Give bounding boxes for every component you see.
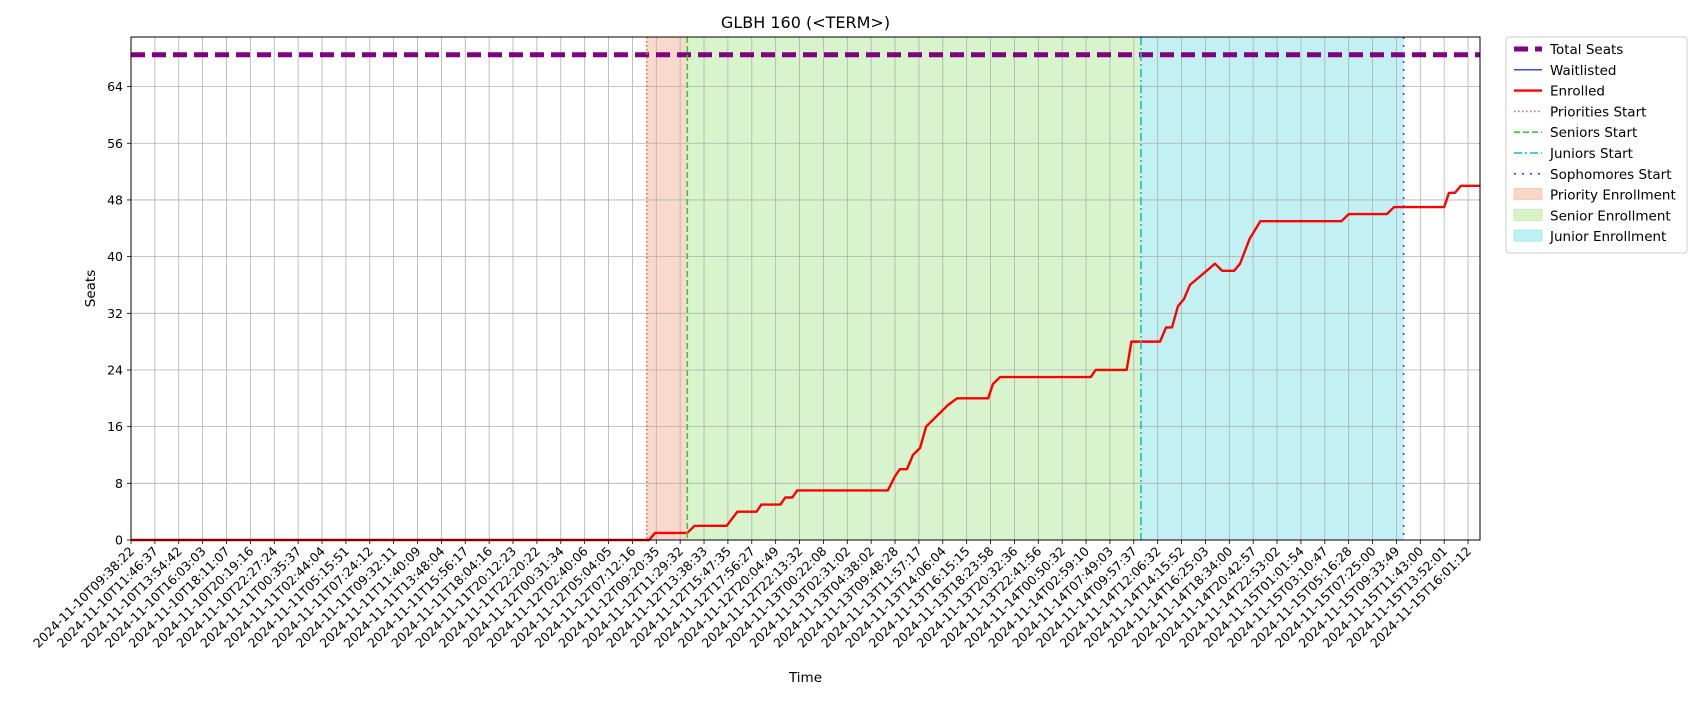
legend-label-total-seats: Total Seats (1549, 42, 1623, 58)
legend-label-priorities-start: Priorities Start (1550, 104, 1646, 120)
phase-span-junior-enrollment (1140, 37, 1404, 540)
legend-swatch-senior-enrollment (1513, 208, 1543, 221)
enrolled-line (131, 184, 1480, 542)
legend-label-waitlisted: Waitlisted (1550, 63, 1617, 79)
legend-label-priority-enrollment: Priority Enrollment (1550, 188, 1676, 204)
phase-span-priority-enrollment (646, 37, 688, 540)
legend-label-enrolled: Enrolled (1550, 84, 1605, 100)
chart-title: GLBH 160 (<TERM>) (721, 13, 890, 32)
y-tick-label: 0 (115, 533, 123, 548)
grid (130, 37, 1480, 541)
legend-label-sophomores-start: Sophomores Start (1550, 167, 1672, 183)
x-ticks: 2024-11-10T09:38:222024-11-10T11:46:3720… (30, 540, 1474, 651)
legend-label-juniors-start: Juniors Start (1549, 146, 1633, 162)
y-tick-label: 32 (107, 306, 123, 321)
legend-swatch-priority-enrollment (1513, 188, 1543, 201)
phase-spans (646, 37, 1404, 540)
y-tick-label: 24 (107, 362, 123, 377)
x-axis-label: Time (788, 670, 822, 686)
y-ticks: 0 8 16 24 32 40 48 56 64 (107, 79, 131, 548)
y-tick-label: 48 (107, 192, 123, 207)
legend-label-senior-enrollment: Senior Enrollment (1550, 208, 1671, 224)
series (131, 52, 1480, 542)
y-axis-label: Seats (83, 270, 99, 307)
legend-swatch-junior-enrollment (1513, 229, 1543, 242)
y-tick-label: 40 (107, 249, 123, 264)
y-tick-label: 8 (115, 476, 123, 491)
y-tick-label: 16 (107, 419, 123, 434)
legend-label-seniors-start: Seniors Start (1550, 125, 1637, 141)
phase-span-senior-enrollment (687, 37, 1141, 540)
plot-frame (130, 36, 1481, 541)
legend-label-junior-enrollment: Junior Enrollment (1549, 229, 1666, 245)
legend: Total Seats Waitlisted Enrolled Priorities … (1505, 36, 1688, 254)
y-tick-label: 56 (107, 136, 123, 151)
y-tick-label: 64 (107, 79, 123, 94)
legend-box (1505, 36, 1688, 254)
phase-lines (645, 37, 1405, 540)
